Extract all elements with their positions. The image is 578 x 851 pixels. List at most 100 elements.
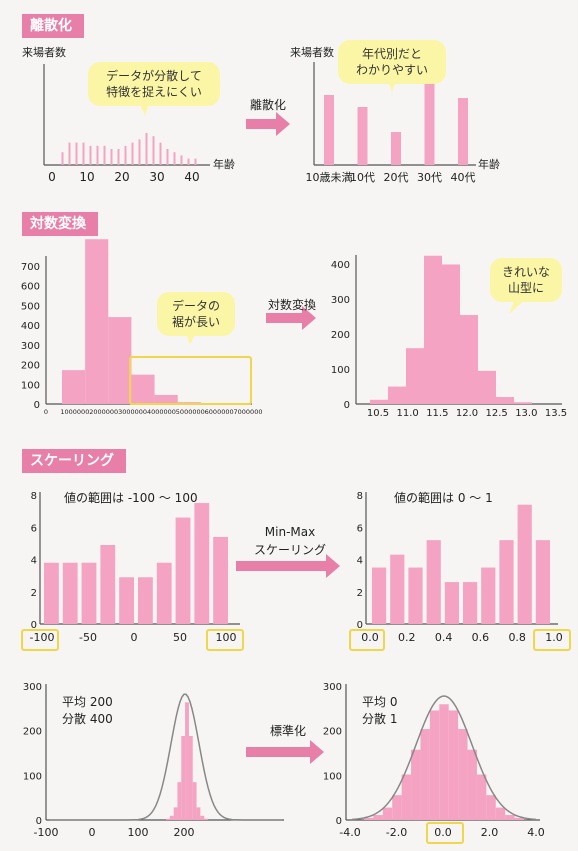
standardize-raw-x-tick-label: 0 xyxy=(89,826,96,839)
stats-line: 平均 0 xyxy=(362,695,398,709)
scaling-raw-bar xyxy=(44,562,59,624)
age-binned-ylabel: 来場者数 xyxy=(290,46,334,59)
log-income-y-tick-label: 200 xyxy=(331,330,350,341)
scaling-minmax-bar xyxy=(535,540,550,624)
highlight-tail-box xyxy=(129,356,252,405)
standardize-raw-bar xyxy=(204,818,208,820)
highlight-min-box xyxy=(21,629,59,651)
standardize-scaled-x-tick-label: -2.0 xyxy=(386,826,407,839)
scaling-raw-y-tick-label: 2 xyxy=(31,588,37,599)
raw-income-y-tick-label: 600 xyxy=(21,282,40,293)
raw-income-y-tick-label: 300 xyxy=(21,341,40,352)
standardize-scaled-bar xyxy=(420,729,430,820)
scaling-raw-x-tick-label: 100 xyxy=(216,631,237,644)
standardize-raw-y-tick-label: 100 xyxy=(23,771,42,782)
standardize-scaled-bar xyxy=(486,795,496,820)
standardize-scaled-bar xyxy=(439,704,449,820)
standardize-scaled-bar xyxy=(401,774,412,820)
raw-income-bar xyxy=(154,394,178,404)
scaling-minmax-y-tick-label: 2 xyxy=(357,588,363,599)
log-income-x-tick-label: 10.5 xyxy=(367,408,389,419)
bubble-log-right: きれいな 山型に xyxy=(490,258,562,302)
scaling-raw-y-tick-label: 6 xyxy=(31,523,37,534)
age-binned-category-label: 30代 xyxy=(417,171,442,184)
log-income-bar xyxy=(406,348,424,404)
bubble-line: 年代別だと xyxy=(361,47,422,61)
scaling-raw-bar xyxy=(100,544,116,624)
scaling-minmax-x-tick-label: 0.0 xyxy=(361,631,379,644)
raw-income-bar xyxy=(62,370,86,404)
standardize-raw-x-tick-label: -100 xyxy=(34,826,59,839)
standardize-raw-y-tick-label: 200 xyxy=(23,727,42,738)
standardize-scaled-bar xyxy=(514,817,524,820)
log-income-y-tick-label: 300 xyxy=(331,295,350,306)
standardize-scaled-bar xyxy=(458,729,468,820)
age-binned-bar xyxy=(324,95,334,165)
log-income-y-tick-label: 0 xyxy=(344,400,350,411)
age-raw-xlabel: 年齢 xyxy=(213,157,235,171)
raw-income-x-tick-label: 6000000 xyxy=(205,408,234,416)
log-income-y-tick-label: 400 xyxy=(331,260,350,271)
standardize-scaled-y-tick-label: 0 xyxy=(336,816,342,827)
stats-note-left: 平均 200 分散 400 xyxy=(62,694,113,728)
section-label-log: 対数変換 xyxy=(22,212,98,236)
scaling-minmax-y-tick-label: 6 xyxy=(357,523,363,534)
scaling-raw-bar xyxy=(194,503,210,624)
bubble-tail xyxy=(509,298,527,314)
standardize-scaled-y-tick-label: 100 xyxy=(323,771,342,782)
standardize-raw-bar xyxy=(173,807,178,820)
scaling-minmax-x-tick-label: 0.2 xyxy=(398,631,416,644)
age-binned-category-label: 20代 xyxy=(384,171,409,184)
raw-income-x-tick-label: 5000000 xyxy=(176,408,205,416)
log-income-bar xyxy=(370,399,388,404)
arrow-label-log: 対数変換 xyxy=(267,298,316,312)
scaling-raw-x-tick-label: -50 xyxy=(79,631,97,644)
age-binned-bar xyxy=(424,80,435,165)
standardize-raw-x-tick-label: 200 xyxy=(174,826,195,839)
raw-income-bar xyxy=(108,317,132,404)
standardize-raw-bar xyxy=(200,815,205,820)
scaling-minmax-bar xyxy=(499,540,514,624)
standardize-raw-bar xyxy=(169,815,174,820)
scaling-raw-bar xyxy=(138,577,153,624)
standardize-scaled-bar xyxy=(505,815,515,820)
standardize-scaled-y-tick-label: 300 xyxy=(323,682,342,693)
log-income-x-tick-label: 12.0 xyxy=(456,408,478,419)
scaling-raw-bar xyxy=(119,577,134,624)
age-raw-x-tick-label: 0 xyxy=(48,170,56,184)
raw-income-bar xyxy=(131,374,155,404)
standardize-scaled-bar xyxy=(476,774,487,820)
raw-income-bar xyxy=(85,239,109,404)
standardize-scaled-x-tick-label: 0.0 xyxy=(434,826,452,839)
bubble-discrete-right: 年代別だと わかりやすい xyxy=(338,40,446,84)
highlight-max-box xyxy=(206,629,244,651)
bubble-line: 山型に xyxy=(507,281,544,295)
stats-line: 平均 200 xyxy=(62,695,113,709)
scaling-minmax-x-tick-label: 0.6 xyxy=(472,631,490,644)
raw-income-y-tick-label: 400 xyxy=(21,321,40,332)
standardize-raw-bar xyxy=(192,782,197,820)
raw-income-y-tick-label: 700 xyxy=(21,262,40,273)
standardize-scaled-bar xyxy=(392,795,402,820)
standardize-raw-bar xyxy=(181,736,186,820)
scaling-minmax-x-tick-label: 0.8 xyxy=(508,631,526,644)
scaling-raw-x-tick-label: 50 xyxy=(173,631,187,644)
standardize-scaled-bar xyxy=(411,749,421,820)
scaling-minmax-bar xyxy=(444,582,459,624)
section-label-scaling: スケーリング xyxy=(22,449,126,473)
standardize-scaled-y-tick-label: 200 xyxy=(323,727,342,738)
scaling-minmax-y-tick-label: 4 xyxy=(357,556,363,567)
raw-income-y-tick-label: 100 xyxy=(21,380,40,391)
age-binned-bar xyxy=(458,98,468,165)
standardize-scaled-bar xyxy=(382,807,393,820)
scaling-minmax-x-tick-label: 1.0 xyxy=(545,631,563,644)
bubble-line: データの xyxy=(171,299,220,313)
age-raw-x-tick-label: 20 xyxy=(114,170,129,184)
raw-income-x-tick-label: 0 xyxy=(44,408,48,416)
age-binned-bar xyxy=(391,132,401,165)
bubble-log-left: データの 裾が長い xyxy=(157,292,235,336)
scaling-minmax-y-tick-label: 0 xyxy=(357,620,363,631)
log-income-bar xyxy=(496,397,514,404)
raw-income-x-tick-label: 3000000 xyxy=(118,408,147,416)
